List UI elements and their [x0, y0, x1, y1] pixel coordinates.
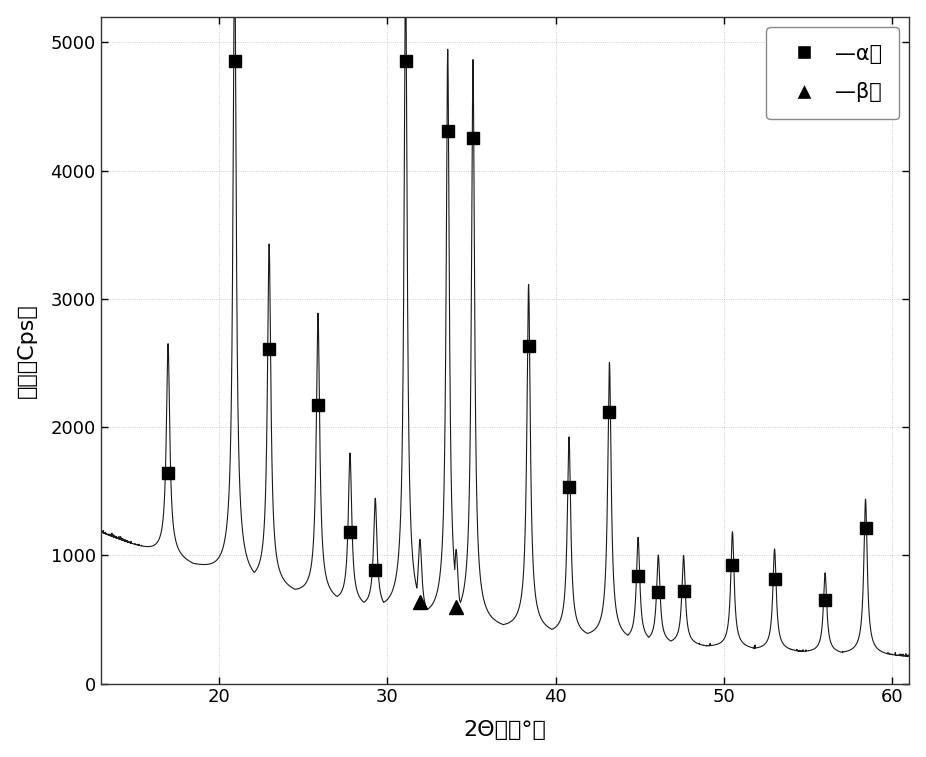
X-axis label: 2Θ角（°）: 2Θ角（°）	[464, 721, 546, 740]
Y-axis label: 强度（Cps）: 强度（Cps）	[17, 303, 37, 397]
Legend: —α相, —β相: —α相, —β相	[767, 27, 899, 119]
